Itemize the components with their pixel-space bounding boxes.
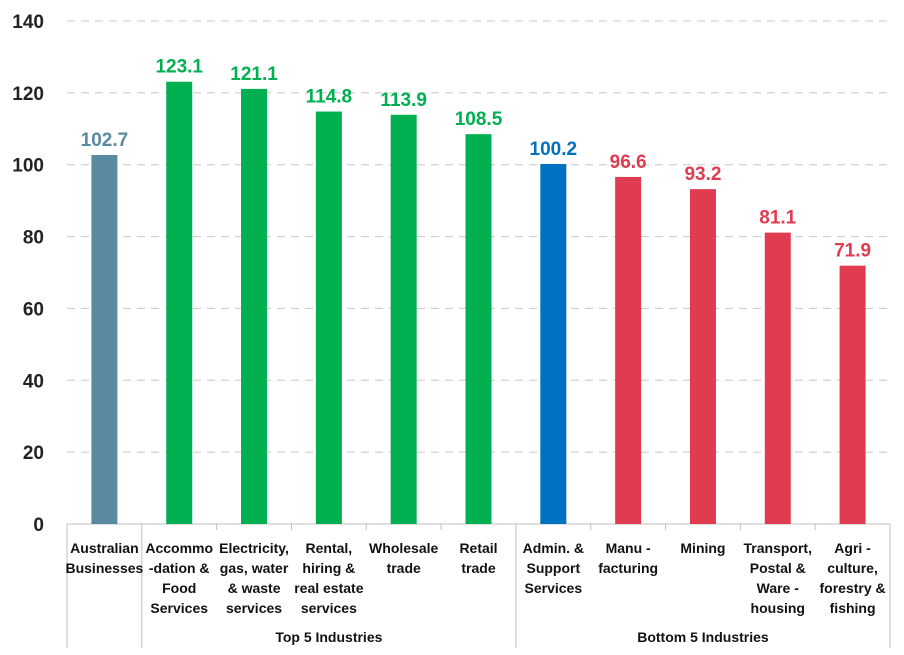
bar: [91, 155, 118, 525]
data-label: 100.2: [530, 139, 578, 160]
category-label: forestry &: [820, 580, 886, 596]
category-label: Admin. &: [523, 540, 584, 556]
bar: [764, 232, 791, 524]
y-tick-label: 40: [23, 371, 44, 392]
bar: [540, 163, 567, 524]
category-label: services: [226, 600, 282, 616]
data-label: 81.1: [759, 208, 796, 229]
bar: [315, 111, 342, 524]
category-label: Services: [525, 580, 583, 596]
category-label: Support: [526, 560, 580, 576]
category-label: housing: [751, 600, 805, 616]
group-label: Bottom 5 Industries: [637, 629, 769, 645]
category-label: trade: [387, 560, 421, 576]
category-label: facturing: [598, 560, 658, 576]
bar: [839, 265, 866, 524]
y-tick-label: 100: [12, 156, 44, 177]
category-label: Food: [162, 580, 196, 596]
category-label: Postal &: [750, 560, 806, 576]
y-tick-label: 20: [23, 443, 44, 464]
category-label: trade: [461, 560, 495, 576]
category-label: -dation &: [149, 560, 210, 576]
category-label: culture,: [827, 560, 878, 576]
y-tick-label: 80: [23, 228, 44, 249]
group-labels: Top 5 Industries Bottom 5 Industries: [275, 629, 769, 645]
category-label: Ware -: [757, 580, 800, 596]
bar: [241, 88, 268, 524]
bar: [615, 176, 642, 524]
category-label: real estate: [294, 580, 363, 596]
category-label: Australian: [70, 540, 138, 556]
category-label: Wholesale: [369, 540, 438, 556]
category-label: & waste: [228, 580, 281, 596]
bar: [465, 134, 492, 525]
bar: [689, 189, 716, 524]
group-label: Top 5 Industries: [275, 629, 382, 645]
category-label: Services: [150, 600, 208, 616]
category-label: Transport,: [744, 540, 812, 556]
data-label: 113.9: [380, 90, 427, 111]
category-label: services: [301, 600, 357, 616]
category-label: Mining: [680, 540, 725, 556]
data-label: 102.7: [81, 130, 129, 151]
data-label: 114.8: [306, 87, 353, 108]
y-tick-label: 60: [23, 299, 44, 320]
data-label: 93.2: [684, 164, 721, 185]
category-label: Businesses: [65, 560, 143, 576]
bar: [166, 81, 193, 524]
bar: [390, 114, 417, 525]
category-label: Agri -: [834, 540, 871, 556]
data-label: 96.6: [610, 152, 647, 173]
data-label: 71.9: [834, 241, 871, 262]
axes: 0 20 40 60 80 100 120 140: [12, 12, 891, 648]
category-label: Rental,: [306, 540, 353, 556]
bars: [91, 81, 866, 525]
category-label: Electricity,: [219, 540, 289, 556]
category-label: gas, water: [220, 560, 289, 576]
data-label: 108.5: [455, 109, 503, 130]
y-tick-label: 120: [12, 84, 44, 105]
y-tick-label: 140: [12, 12, 44, 33]
category-label: Retail: [459, 540, 497, 556]
data-label: 123.1: [155, 57, 203, 78]
category-label: Accommo: [145, 540, 213, 556]
category-label: Manu -: [606, 540, 651, 556]
data-label: 121.1: [230, 64, 278, 85]
y-tick-label: 0: [33, 515, 44, 536]
category-label: fishing: [830, 600, 876, 616]
category-label: hiring &: [302, 560, 355, 576]
data-labels: 102.7 123.1 121.1 114.8 113.9 108.5 100.2 96.6 9…: [81, 57, 871, 262]
